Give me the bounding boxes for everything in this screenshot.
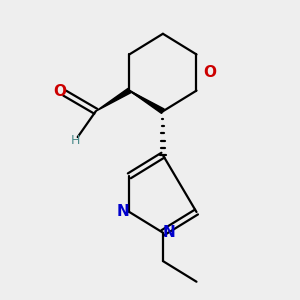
Text: O: O [203,65,216,80]
Polygon shape [96,88,131,111]
Text: N: N [163,225,176,240]
Polygon shape [129,91,164,113]
Text: N: N [116,205,129,220]
Text: H: H [70,134,80,148]
Text: O: O [53,84,66,99]
